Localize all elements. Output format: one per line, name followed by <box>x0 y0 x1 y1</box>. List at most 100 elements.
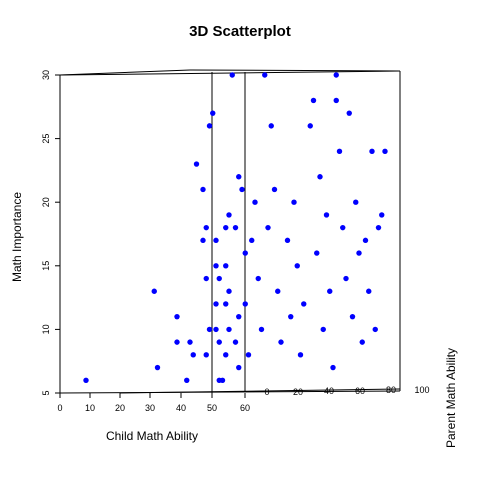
data-point <box>236 313 242 320</box>
data-point <box>190 352 196 358</box>
data-point <box>252 199 258 205</box>
data-point <box>203 275 209 282</box>
data-point <box>265 224 271 231</box>
z-tick-label: 60 <box>355 386 365 396</box>
data-point <box>323 212 330 218</box>
data-point <box>275 288 281 294</box>
z-tick-label: 40 <box>324 386 334 396</box>
data-point <box>223 224 229 231</box>
data-point <box>301 301 307 307</box>
data-point <box>223 352 229 358</box>
data-point <box>83 377 89 383</box>
z-tick-label: 80 <box>386 385 396 395</box>
data-point <box>174 313 180 320</box>
x-tick-label: 50 <box>207 403 217 413</box>
data-point <box>154 364 161 371</box>
x-axis-label: Child Math Ability <box>106 429 198 443</box>
y-tick-label: 10 <box>41 324 51 334</box>
data-point <box>239 186 245 193</box>
data-point <box>255 275 261 282</box>
data-point <box>232 224 239 231</box>
data-point <box>294 263 300 269</box>
data-point <box>219 377 226 383</box>
data-point <box>349 313 356 320</box>
data-point <box>372 326 378 333</box>
data-point <box>245 352 252 358</box>
data-point <box>307 123 313 129</box>
data-point <box>200 237 206 244</box>
y-tick-label: 15 <box>41 261 51 271</box>
y-tick-label: 25 <box>41 134 51 144</box>
data-point <box>210 110 216 116</box>
data-point <box>226 212 232 218</box>
data-point <box>278 339 284 345</box>
data-point <box>206 326 213 333</box>
data-point <box>271 186 278 193</box>
box-bottom-edge <box>59 390 401 394</box>
data-point <box>203 224 209 231</box>
data-point <box>336 148 343 155</box>
data-point <box>229 72 235 78</box>
data-point <box>330 364 336 371</box>
data-point <box>362 237 369 244</box>
x-tick-label: 60 <box>240 403 250 413</box>
box-bottom-depth-edge <box>119 388 401 394</box>
data-point <box>236 364 242 371</box>
data-point <box>343 275 349 282</box>
data-point <box>291 199 297 205</box>
box-top-left-edge <box>59 69 191 76</box>
data-point <box>203 352 209 358</box>
data-point <box>242 250 248 256</box>
x-tick-label: 20 <box>115 403 125 413</box>
data-point <box>213 301 219 307</box>
tick-layer: 0 10 20 30 40 50 60 5 10 15 20 25 30 0 20 40 60 80 100 <box>41 70 430 413</box>
data-point <box>333 97 339 104</box>
data-point <box>310 97 317 104</box>
data-point <box>236 174 242 180</box>
data-point <box>288 313 294 320</box>
data-point <box>327 288 333 294</box>
z-axis-label: Parent Math Ability <box>444 348 458 448</box>
data-point <box>223 301 229 307</box>
data-point <box>320 326 326 333</box>
data-point <box>226 288 232 294</box>
data-point <box>206 123 213 129</box>
data-point <box>353 199 359 205</box>
z-tick-label: 100 <box>414 385 429 395</box>
data-point <box>226 326 232 333</box>
data-point <box>346 110 352 116</box>
data-point <box>375 224 382 231</box>
data-point <box>369 148 375 155</box>
data-point <box>213 237 219 244</box>
data-point <box>184 377 190 383</box>
z-tick-label: 0 <box>264 387 269 397</box>
data-point <box>314 250 320 256</box>
data-point <box>317 174 323 180</box>
data-point <box>356 250 362 256</box>
y-tick-label: 5 <box>41 390 51 395</box>
data-point <box>193 161 200 167</box>
z-tick-label: 20 <box>293 387 303 397</box>
data-point <box>249 237 255 244</box>
data-point <box>382 148 388 155</box>
x-tick-label: 30 <box>145 403 155 413</box>
data-point <box>174 339 180 345</box>
data-point <box>297 352 304 358</box>
data-point <box>223 263 229 269</box>
chart-title: 3D Scatterplot <box>189 23 291 40</box>
data-point <box>232 339 239 345</box>
data-point <box>216 339 222 345</box>
data-point <box>359 339 365 345</box>
points-layer <box>83 72 388 383</box>
data-point <box>213 326 219 333</box>
data-point <box>187 339 193 345</box>
data-point <box>258 326 265 333</box>
box-top-right-edge <box>189 69 401 72</box>
data-point <box>379 212 385 218</box>
box-top-back-edge <box>59 70 401 76</box>
data-point <box>242 301 248 307</box>
y-tick-label: 20 <box>41 197 51 207</box>
x-tick-label: 40 <box>176 403 186 413</box>
data-point <box>216 275 222 282</box>
